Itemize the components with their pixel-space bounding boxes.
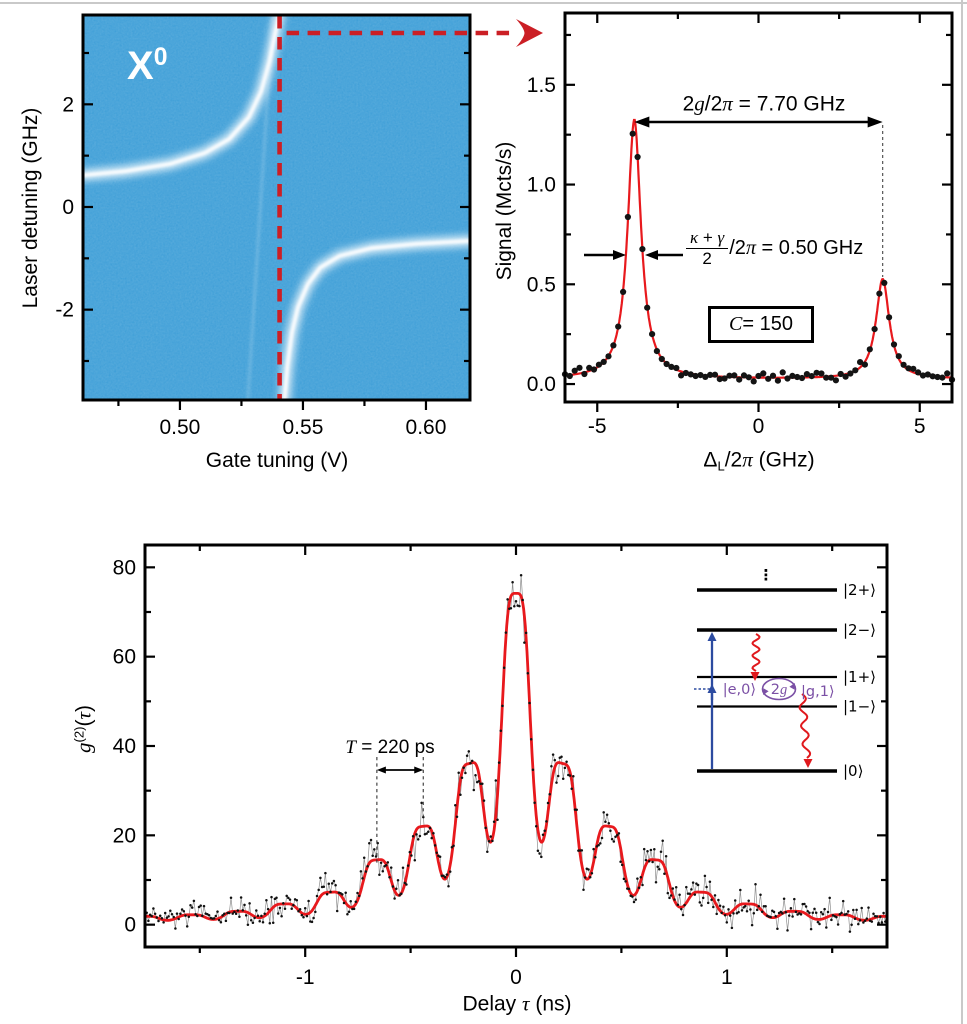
svg-text:-1: -1 bbox=[296, 966, 315, 989]
anticrossing-map-panel bbox=[83, 15, 470, 400]
anticrossing-axes: 0.50 0.55 0.60 2 0 -2 bbox=[55, 13, 472, 439]
svg-text:0.60: 0.60 bbox=[406, 416, 447, 439]
svg-text:|1+⟩: |1+⟩ bbox=[843, 668, 876, 686]
g2-fit-curve bbox=[144, 592, 888, 922]
svg-text:-5: -5 bbox=[588, 415, 607, 438]
crosshair-dashed-lines bbox=[277, 16, 516, 399]
svg-text:40: 40 bbox=[113, 735, 136, 758]
svg-text:20: 20 bbox=[113, 824, 136, 847]
g2-data-points bbox=[143, 574, 889, 933]
g2-axis-title: g(2)(τ) bbox=[71, 705, 96, 753]
laser-frequency-axis-title: ΔL/2π (GHz) bbox=[703, 447, 815, 474]
spectrum-data-points bbox=[561, 130, 956, 385]
svg-text:1.0: 1.0 bbox=[527, 174, 556, 197]
rabi-splitting-annotation: 2g/2π = 7.70 GHz bbox=[682, 91, 846, 116]
delay-axis-title: Delay τ (ns) bbox=[462, 991, 572, 1016]
svg-text:1: 1 bbox=[721, 966, 733, 989]
period-annotation-arrows bbox=[376, 757, 424, 863]
laser-detuning-axis-title: Laser detuning (GHz) bbox=[19, 107, 42, 309]
svg-text:5: 5 bbox=[914, 415, 926, 438]
svg-text:0.0: 0.0 bbox=[527, 373, 556, 396]
svg-text:|0⟩: |0⟩ bbox=[843, 762, 863, 780]
svg-text:1.5: 1.5 bbox=[527, 74, 556, 97]
exciton-label: X0 bbox=[127, 44, 168, 88]
svg-text:80: 80 bbox=[113, 556, 136, 579]
svg-text:2: 2 bbox=[62, 93, 74, 116]
svg-text:|2+⟩: |2+⟩ bbox=[843, 581, 876, 599]
svg-text:⋮: ⋮ bbox=[759, 566, 774, 584]
svg-text:|2−⟩: |2−⟩ bbox=[843, 621, 876, 639]
signal-axis-title: Signal (Mcts/s) bbox=[493, 141, 516, 281]
linewidth-value: /2π = 0.50 GHz bbox=[729, 236, 864, 259]
linewidth-denominator: 2 bbox=[702, 248, 712, 268]
gate-tuning-axis-title: Gate tuning (V) bbox=[205, 449, 349, 472]
page-border-right bbox=[961, 0, 963, 1024]
polariton-branches bbox=[83, 15, 470, 400]
svg-text:|g,1⟩: |g,1⟩ bbox=[801, 684, 835, 700]
svg-text:0.55: 0.55 bbox=[283, 416, 324, 439]
svg-text:0: 0 bbox=[753, 415, 765, 438]
svg-text:0: 0 bbox=[62, 196, 74, 219]
jc-ladder-inset: |2+⟩ |2−⟩ |1+⟩ |1−⟩ |0⟩ ⋮ |e,0⟩ 2g |g,1⟩ bbox=[694, 566, 876, 780]
svg-text:2g: 2g bbox=[771, 682, 787, 698]
linewidth-numerator: κ + γ bbox=[686, 229, 729, 249]
svg-text:-2: -2 bbox=[55, 299, 74, 322]
oscillation-period-annotation: T = 220 ps bbox=[345, 737, 435, 758]
red-arrow-icon bbox=[516, 19, 543, 47]
svg-text:0: 0 bbox=[510, 966, 522, 989]
cooperativity-box: C = 150 bbox=[708, 306, 814, 343]
page-border-top bbox=[0, 2, 967, 4]
svg-text:0: 0 bbox=[124, 914, 136, 937]
svg-text:60: 60 bbox=[113, 646, 136, 669]
svg-text:0.5: 0.5 bbox=[527, 273, 556, 296]
svg-text:|e,0⟩: |e,0⟩ bbox=[723, 682, 756, 698]
spectrum-axes: -5 0 5 0.0 0.5 1.0 1.5 bbox=[527, 11, 954, 438]
spectrum-annotation-arrows bbox=[584, 116, 884, 277]
svg-text:0.50: 0.50 bbox=[159, 416, 200, 439]
svg-text:|1−⟩: |1−⟩ bbox=[843, 698, 876, 716]
